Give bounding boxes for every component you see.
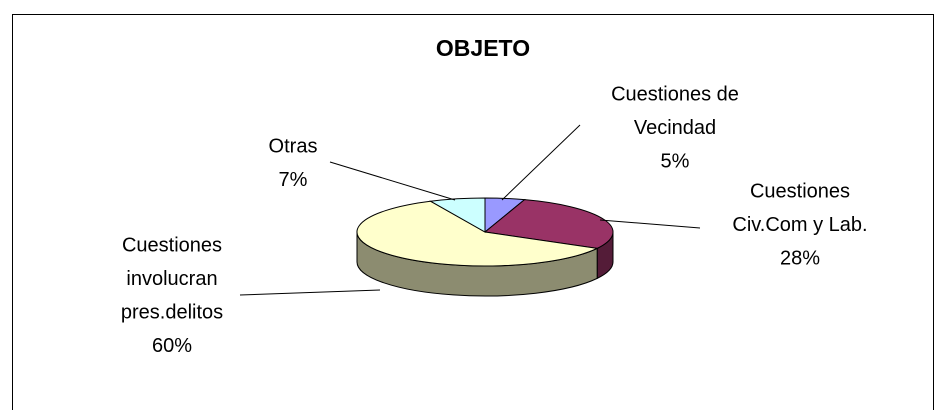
leader-line — [329, 161, 456, 201]
value-label: 7% — [279, 169, 308, 191]
leader-line — [501, 124, 581, 201]
leader-line — [599, 219, 701, 229]
slice-label: Cuestiones — [122, 234, 222, 256]
slice-label: Civ.Com y Lab. — [732, 214, 867, 236]
value-label: 5% — [661, 150, 690, 172]
slice-label: Otras — [269, 135, 318, 157]
slice-label: Vecindad — [634, 117, 716, 139]
leader-line — [239, 289, 381, 296]
value-label: 28% — [780, 247, 820, 269]
slice-label: involucran — [126, 268, 217, 290]
chart-title: OBJETO — [436, 35, 530, 61]
chart-frame — [12, 14, 934, 410]
slice — [356, 200, 599, 267]
slice — [428, 197, 486, 233]
value-label: 60% — [152, 335, 192, 357]
slice-label: Cuestiones — [750, 180, 850, 202]
slice-label: pres.delitos — [121, 301, 223, 323]
slice-label: Cuestiones de — [611, 83, 739, 105]
